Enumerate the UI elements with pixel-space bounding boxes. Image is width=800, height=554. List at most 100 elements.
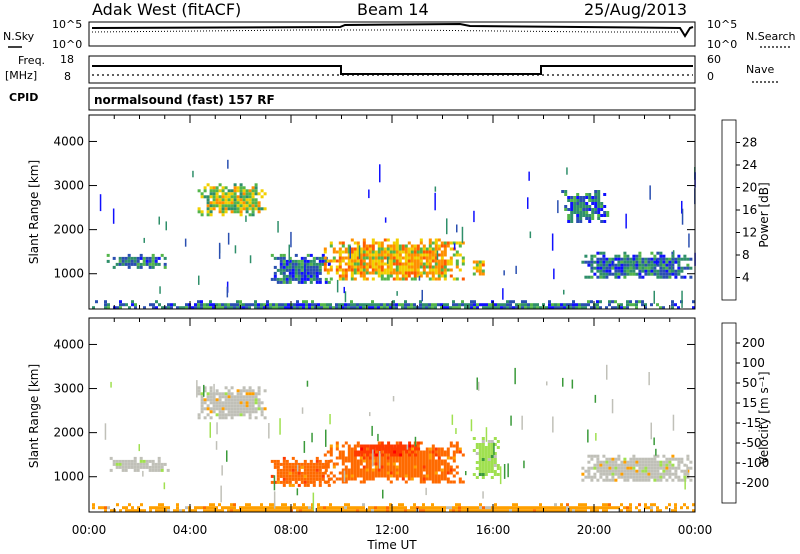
data-cell-1: [245, 198, 249, 202]
data-cell-7: [518, 303, 521, 307]
speckle: [142, 470, 144, 477]
data-cell-3: [335, 259, 339, 263]
data-cell-4: [408, 441, 412, 445]
speckle: [304, 264, 306, 280]
data-cell-3: [431, 456, 435, 460]
data-cell-3: [431, 277, 435, 281]
data-cell-3: [332, 259, 336, 263]
data-cell-7: [494, 509, 497, 513]
data-cell-7: [230, 506, 233, 510]
data-cell-7: [635, 300, 638, 304]
data-cell-3: [428, 462, 432, 466]
data-cell-6: [626, 475, 630, 479]
data-cell-0: [157, 468, 161, 472]
data-cell-3: [362, 277, 366, 281]
data-cell-5: [493, 437, 497, 440]
data-cell-7: [515, 506, 518, 510]
data-cell-7: [350, 509, 353, 513]
data-cell-7: [635, 506, 638, 510]
data-cell-3: [368, 265, 372, 269]
data-cell-0: [142, 465, 146, 469]
data-cell-1: [263, 192, 267, 196]
data-cell-4: [481, 269, 485, 273]
data-cell-1: [230, 392, 234, 396]
data-cell-6: [638, 463, 642, 467]
data-cell-7: [599, 506, 602, 510]
data-cell-5: [668, 275, 672, 279]
data-cell-3: [359, 480, 363, 484]
data-cell-7: [527, 506, 530, 510]
data-cell-3: [389, 271, 393, 275]
data-cell-7: [212, 503, 215, 507]
data-cell-7: [179, 509, 182, 513]
data-cell-7: [284, 509, 287, 513]
speckle: [290, 231, 292, 248]
data-cell-5: [478, 473, 482, 476]
data-cell-5: [653, 269, 657, 273]
data-cell-2: [279, 474, 283, 478]
data-cell-1: [233, 398, 237, 402]
speckle: [226, 450, 228, 462]
data-cell-5: [677, 266, 681, 270]
data-cell-4: [399, 450, 403, 454]
data-cell-3: [371, 471, 375, 475]
data-cell-7: [509, 303, 512, 307]
data-cell-5: [487, 464, 491, 467]
data-cell-7: [281, 509, 284, 513]
data-cell-0: [148, 259, 152, 263]
data-cell-7: [500, 509, 503, 513]
speckle: [165, 221, 167, 231]
data-cell-7: [272, 509, 275, 513]
data-cell-1: [239, 189, 243, 193]
data-cell-3: [368, 462, 372, 466]
data-cell-2: [282, 265, 286, 269]
data-cell-2: [294, 462, 298, 466]
data-cell-2: [288, 465, 292, 469]
data-cell-7: [125, 506, 128, 510]
data-cell-3: [374, 271, 378, 275]
data-cell-6: [623, 469, 627, 473]
data-cell-7: [218, 503, 221, 507]
data-cell-5: [671, 257, 675, 261]
data-cell-6: [573, 199, 577, 202]
data-cell-1: [218, 404, 222, 408]
data-cell-3: [419, 474, 423, 478]
data-cell-4: [472, 272, 476, 276]
data-cell-3: [413, 250, 417, 254]
data-cell-2: [273, 256, 277, 260]
data-cell-3: [428, 477, 432, 481]
data-cell-3: [413, 450, 417, 454]
data-cell-6: [573, 205, 577, 208]
data-cell-6: [656, 466, 660, 470]
data-cell-3: [338, 450, 342, 454]
data-cell-7: [119, 300, 122, 304]
data-cell-7: [557, 506, 560, 510]
data-cell-3: [341, 274, 345, 278]
data-cell-7: [479, 506, 482, 510]
data-cell-0: [145, 259, 149, 263]
data-cell-3: [359, 456, 363, 460]
data-cell-6: [653, 454, 657, 458]
data-cell-5: [487, 449, 491, 452]
data-cell-7: [248, 506, 251, 510]
data-cell-3: [371, 253, 375, 257]
data-cell-3: [434, 271, 438, 275]
data-cell-7: [389, 509, 392, 513]
data-cell-6: [585, 202, 589, 205]
data-cell-7: [554, 506, 557, 510]
data-cell-3: [407, 250, 411, 254]
data-cell-2: [318, 280, 322, 284]
data-cell-7: [239, 300, 242, 304]
data-cell-3: [428, 238, 432, 242]
data-cell-3: [386, 271, 390, 275]
data-cell-6: [588, 199, 592, 202]
data-cell-2: [273, 465, 277, 469]
data-cell-4: [357, 450, 361, 454]
data-cell-2: [288, 483, 292, 487]
data-cell-7: [587, 506, 590, 510]
data-cell-5: [668, 272, 672, 276]
data-cell-3: [359, 274, 363, 278]
data-cell-1: [197, 210, 201, 214]
data-cell-7: [473, 509, 476, 513]
